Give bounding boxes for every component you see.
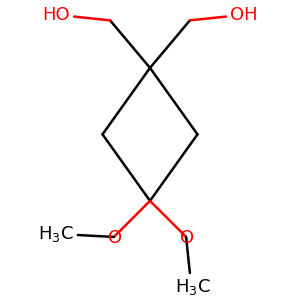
- Text: H$_3$C: H$_3$C: [38, 224, 74, 244]
- Text: HO: HO: [43, 6, 70, 24]
- Text: O: O: [108, 229, 122, 247]
- Text: O: O: [180, 229, 194, 247]
- Text: H$_3$C: H$_3$C: [175, 277, 211, 297]
- Text: OH: OH: [230, 6, 257, 24]
